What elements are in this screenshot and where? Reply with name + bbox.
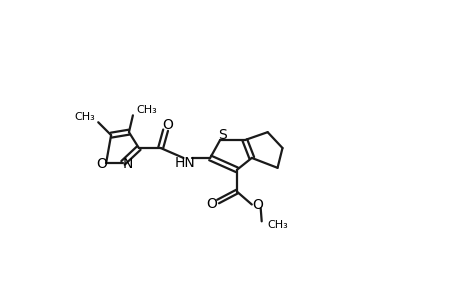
Text: O: O — [206, 196, 217, 211]
Text: O: O — [95, 157, 106, 171]
Text: CH₃: CH₃ — [135, 105, 156, 116]
Text: HN: HN — [175, 156, 196, 170]
Text: N: N — [123, 157, 133, 171]
Text: CH₃: CH₃ — [74, 112, 95, 122]
Text: O: O — [162, 118, 173, 132]
Text: CH₃: CH₃ — [267, 220, 288, 230]
Text: O: O — [252, 199, 263, 212]
Text: S: S — [217, 128, 226, 142]
